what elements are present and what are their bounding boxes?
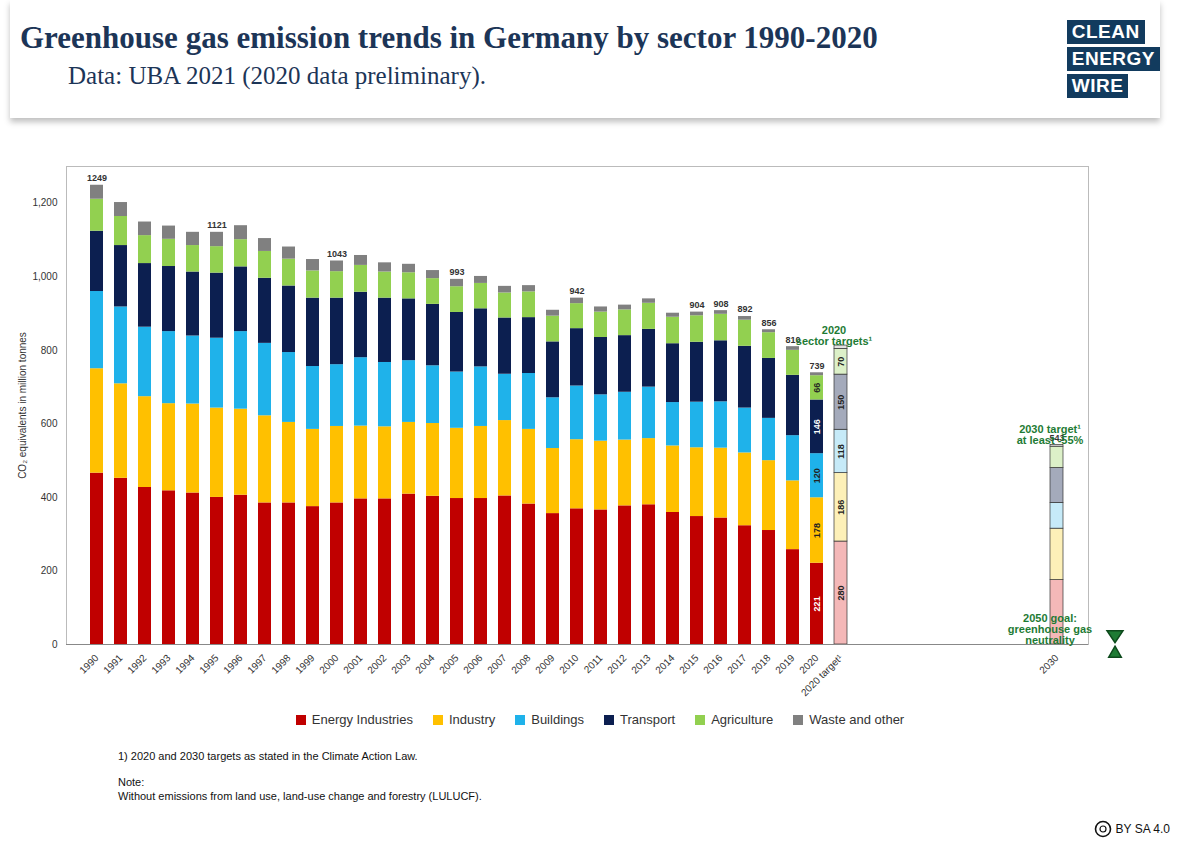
html-text:WIRE: WIRE [1071, 75, 1124, 96]
svg-text:1043: 1043 [327, 249, 347, 259]
svg-text:2004: 2004 [413, 652, 437, 676]
svg-text:70: 70 [836, 357, 846, 367]
svg-text:221: 221 [812, 596, 822, 611]
svg-text:800: 800 [41, 345, 58, 356]
html-text:CLEAN: CLEAN [1071, 21, 1140, 42]
html-text:Transport: Transport [620, 712, 676, 727]
html-text:Industry: Industry [449, 712, 496, 727]
svg-text:600: 600 [41, 418, 58, 429]
svg-text:1994: 1994 [173, 652, 197, 676]
svg-text:2000: 2000 [317, 652, 341, 676]
html-text:Energy Industries: Energy Industries [311, 712, 413, 727]
svg-text:118: 118 [836, 444, 846, 459]
svg-text:2016: 2016 [701, 652, 725, 676]
svg-text:2018: 2018 [749, 652, 773, 676]
svg-text:1,200: 1,200 [32, 197, 57, 208]
svg-text:66: 66 [812, 383, 822, 393]
svg-text:2008: 2008 [509, 652, 533, 676]
svg-text:2011: 2011 [582, 652, 605, 675]
svg-text:1992: 1992 [125, 652, 149, 676]
svg-text:CO₂ equivalents in million ton: CO₂ equivalents in million tonnes [17, 332, 28, 479]
svg-text:2007: 2007 [485, 652, 509, 676]
svg-text:2015: 2015 [677, 652, 701, 676]
svg-text:2003: 2003 [389, 652, 413, 676]
svg-text:856: 856 [761, 318, 776, 328]
html-text:Greenhouse gas emission trends: Greenhouse gas emission trends in German… [20, 20, 878, 55]
svg-text:1,000: 1,000 [32, 271, 57, 282]
svg-text:2014: 2014 [653, 652, 677, 676]
svg-text:1999: 1999 [293, 652, 317, 676]
svg-text:942: 942 [569, 286, 584, 296]
svg-text:1121: 1121 [207, 220, 227, 230]
svg-text:1996: 1996 [221, 652, 245, 676]
svg-text:1993: 1993 [149, 652, 173, 676]
svg-text:908: 908 [713, 299, 728, 309]
svg-text:2006: 2006 [461, 652, 485, 676]
svg-text:2005: 2005 [437, 652, 461, 676]
html-text:ENERGY: ENERGY [1071, 48, 1155, 69]
svg-text:1249: 1249 [87, 173, 107, 183]
svg-text:1995: 1995 [197, 652, 221, 676]
svg-text:2020sector targets¹: 2020sector targets¹ [796, 324, 873, 347]
svg-text:120: 120 [812, 468, 822, 483]
svg-text:2009: 2009 [533, 652, 557, 676]
svg-text:2020 target¹: 2020 target¹ [799, 652, 845, 698]
html-text:Note: Without emissions from l: Note: Without emissions from land use, l… [118, 776, 482, 802]
svg-text:280: 280 [836, 586, 846, 601]
svg-text:2013: 2013 [629, 652, 653, 676]
svg-text:2050 goal:greenhouse gasneutra: 2050 goal:greenhouse gasneutrality [1008, 612, 1092, 646]
svg-text:2019: 2019 [773, 652, 797, 676]
svg-text:200: 200 [41, 565, 58, 576]
svg-text:2010: 2010 [557, 652, 581, 676]
svg-text:0: 0 [52, 639, 58, 650]
svg-text:186: 186 [836, 500, 846, 515]
svg-text:904: 904 [689, 300, 704, 310]
svg-text:2002: 2002 [365, 652, 389, 676]
svg-text:1998: 1998 [269, 652, 293, 676]
svg-text:2012: 2012 [605, 652, 629, 676]
html-text:Buildings: Buildings [531, 712, 584, 727]
html-text:Waste and other: Waste and other [809, 712, 905, 727]
svg-text:1990: 1990 [77, 652, 101, 676]
html-text:1) 2020 and 2030 targets as st: 1) 2020 and 2030 targets as stated in th… [118, 750, 418, 762]
svg-text:993: 993 [449, 267, 464, 277]
svg-text:810: 810 [785, 334, 801, 345]
svg-text:146: 146 [812, 419, 822, 434]
svg-text:400: 400 [41, 492, 58, 503]
svg-text:2017: 2017 [725, 652, 749, 676]
svg-text:2030: 2030 [1037, 652, 1061, 676]
svg-text:2001: 2001 [341, 652, 365, 676]
svg-text:2030 target¹at least -55%: 2030 target¹at least -55% [1017, 423, 1084, 446]
svg-text:150: 150 [836, 395, 846, 410]
svg-text:892: 892 [737, 304, 752, 314]
html-text:Agriculture: Agriculture [711, 712, 774, 727]
svg-text:1991: 1991 [101, 652, 125, 676]
svg-text:1997: 1997 [245, 652, 269, 676]
html-text:BY SA 4.0: BY SA 4.0 [1115, 822, 1170, 836]
svg-text:739: 739 [809, 361, 824, 371]
html-text:Data: UBA 2021 (2020 data prel: Data: UBA 2021 (2020 data preliminary). [68, 62, 486, 89]
svg-text:178: 178 [812, 523, 822, 538]
